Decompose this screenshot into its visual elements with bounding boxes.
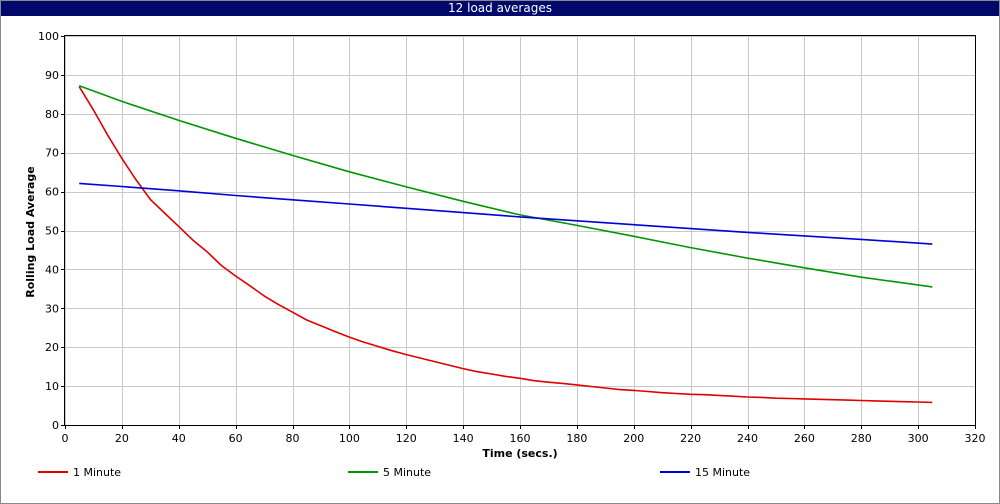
x-tick-label: 40 [172, 432, 186, 445]
x-axis-title: Time (secs.) [482, 447, 557, 460]
y-tick-label: 10 [45, 380, 59, 393]
y-tick-label: 50 [45, 225, 59, 238]
legend-item-1-minute: 1 Minute [38, 466, 121, 479]
legend-label-15-minute: 15 Minute [695, 466, 750, 479]
x-tick-label: 220 [680, 432, 701, 445]
grid-lines [65, 36, 976, 426]
y-tick-label: 30 [45, 302, 59, 315]
x-tick-label: 320 [965, 432, 986, 445]
legend: 1 Minute 5 Minute 15 Minute [38, 466, 750, 479]
legend-label-1-minute: 1 Minute [73, 466, 121, 479]
y-tick-label: 40 [45, 263, 59, 276]
x-tick-label: 60 [229, 432, 243, 445]
series-line-5-minute [78, 85, 933, 288]
x-tick-label: 100 [339, 432, 360, 445]
y-tick-label: 0 [52, 419, 59, 432]
x-tick-label: 200 [623, 432, 644, 445]
x-tick-label: 120 [396, 432, 417, 445]
x-tick-label: 300 [908, 432, 929, 445]
x-tick-label: 260 [794, 432, 815, 445]
y-tick-labels: 0 10 20 30 40 50 60 70 80 90 100 [38, 30, 59, 432]
window-title: 12 load averages [1, 1, 999, 16]
y-tick-label: 80 [45, 108, 59, 121]
y-tick-label: 70 [45, 147, 59, 160]
y-tick-label: 100 [38, 30, 59, 43]
y-axis-title: Rolling Load Average [24, 166, 37, 298]
series-lines [78, 85, 933, 404]
x-tick-label: 140 [453, 432, 474, 445]
x-tick-label: 0 [62, 432, 69, 445]
legend-label-5-minute: 5 Minute [383, 466, 431, 479]
legend-item-5-minute: 5 Minute [348, 466, 431, 479]
x-tick-label: 240 [737, 432, 758, 445]
series-line-1-minute [78, 86, 933, 404]
legend-item-15-minute: 15 Minute [660, 466, 750, 479]
y-tick-label: 20 [45, 341, 59, 354]
x-tick-label: 180 [566, 432, 587, 445]
tick-marks [61, 36, 976, 429]
x-tick-label: 160 [510, 432, 531, 445]
x-tick-label: 280 [851, 432, 872, 445]
y-tick-label: 90 [45, 69, 59, 82]
series-line-15-minute [79, 182, 933, 245]
x-tick-label: 80 [286, 432, 300, 445]
x-tick-label: 20 [115, 432, 129, 445]
y-tick-label: 60 [45, 186, 59, 199]
x-tick-labels: 0 20 40 60 80 100 120 140 160 180 200 220 240 260 280 3… [62, 432, 986, 445]
